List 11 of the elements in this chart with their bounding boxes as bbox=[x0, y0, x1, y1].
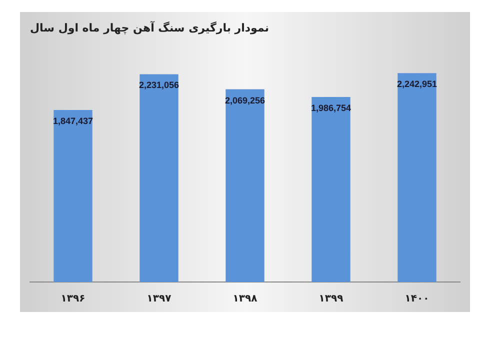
x-tick-label: ۱۳۹۹ bbox=[318, 294, 344, 305]
bar bbox=[312, 96, 350, 282]
bar bbox=[226, 89, 264, 282]
bar bbox=[140, 74, 178, 282]
x-tick-label: ۱۳۹۷ bbox=[146, 294, 172, 305]
x-tick-label: ۱۴۰۰ bbox=[404, 294, 430, 305]
x-tick-label: ۱۳۹۸ bbox=[232, 294, 258, 305]
x-tick-label: ۱۳۹۶ bbox=[60, 294, 86, 305]
bar bbox=[398, 73, 436, 282]
bar bbox=[54, 110, 92, 282]
chart-title: نمودار بارگیری سنگ آهن چهار ماه اول سال bbox=[30, 20, 269, 34]
